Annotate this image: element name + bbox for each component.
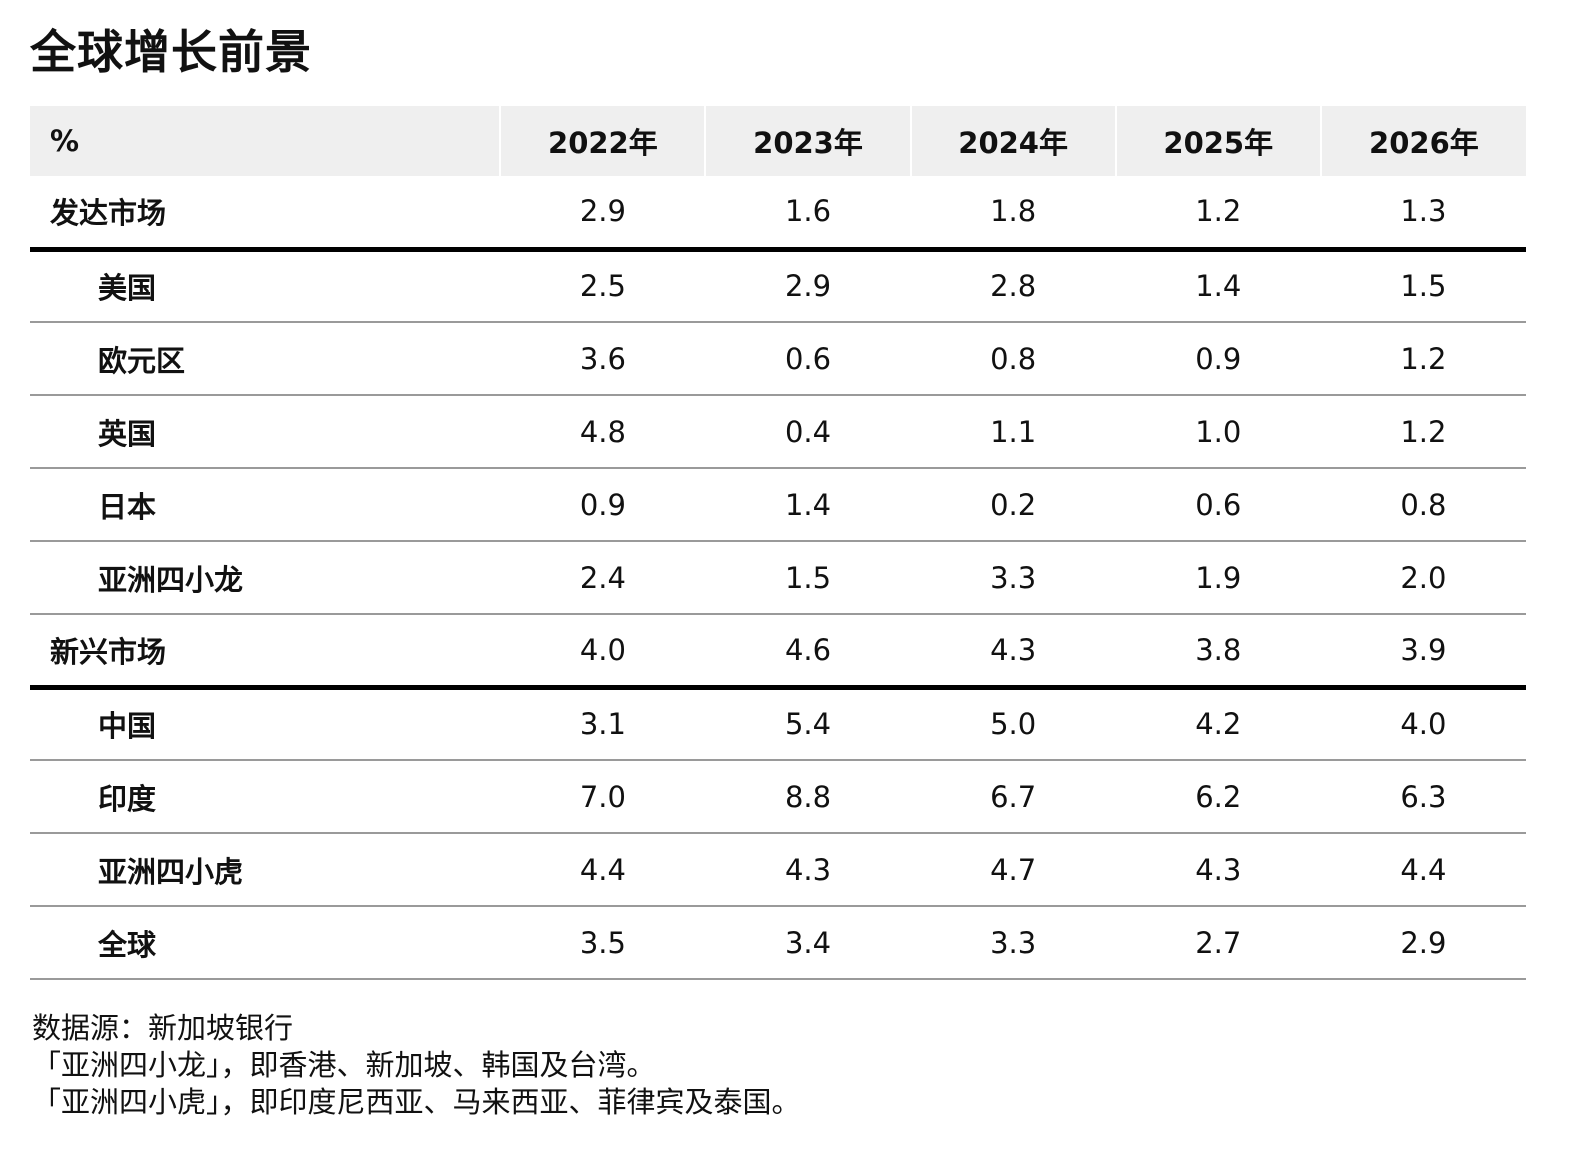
- value-cell: 6.7: [990, 779, 1037, 814]
- table-row: 日本 0.9 1.4 0.2 0.6 0.8: [30, 468, 1526, 541]
- row-label: 印度: [98, 781, 157, 816]
- table-row: 印度 7.0 8.8 6.7 6.2 6.3: [30, 760, 1526, 833]
- table-row: 新兴市场 4.0 4.6 4.3 3.8 3.9: [30, 614, 1526, 687]
- value-cell: 3.3: [990, 925, 1037, 960]
- value-cell: 0.6: [1195, 487, 1242, 522]
- table-row: 全球 3.5 3.4 3.3 2.7 2.9: [30, 906, 1526, 979]
- row-label: 美国: [98, 271, 157, 306]
- value-cell: 3.4: [784, 925, 832, 960]
- table-row: 亚洲四小龙 2.4 1.5 3.3 1.9 2.0: [30, 541, 1526, 614]
- footnote-dragons: 「亚洲四小龙」，即香港、新加坡、韩国及台湾。: [32, 1048, 656, 1082]
- value-cell: 1.5: [1400, 269, 1447, 304]
- value-cell: 4.4: [579, 852, 626, 887]
- value-cell: 0.9: [1195, 341, 1242, 376]
- value-cell: 0.4: [784, 414, 832, 449]
- value-cell: 1.2: [1400, 341, 1447, 376]
- row-label: 全球: [98, 927, 157, 962]
- value-cell: 2.9: [579, 194, 626, 229]
- value-cell: 7.0: [579, 779, 626, 814]
- table-row: 中国 3.1 5.4 5.0 4.2 4.0: [30, 687, 1526, 760]
- value-cell: 1.6: [784, 194, 832, 229]
- value-cell: 2.8: [990, 269, 1037, 304]
- value-cell: 4.3: [784, 852, 832, 887]
- row-label: 新兴市场: [50, 634, 167, 669]
- table-header-row: % 2022年 2023年 2024年 2025年 2026年: [30, 106, 1526, 176]
- value-cell: 5.0: [990, 707, 1037, 742]
- table-row: 亚洲四小虎 4.4 4.3 4.7 4.3 4.4: [30, 833, 1526, 906]
- row-label: 日本: [98, 489, 157, 524]
- year-header: 2025年: [1114, 106, 1321, 176]
- value-cell: 1.2: [1400, 414, 1447, 449]
- row-label: 发达市场: [50, 196, 167, 231]
- row-label: 欧元区: [98, 343, 186, 378]
- value-cell: 1.4: [1195, 269, 1242, 304]
- value-cell: 1.2: [1195, 194, 1242, 229]
- value-cell: 5.4: [784, 707, 832, 742]
- footnote-tigers: 「亚洲四小虎」，即印度尼西亚、马来西亚、菲律宾及泰国。: [32, 1085, 801, 1119]
- value-cell: 2.7: [1195, 925, 1242, 960]
- footnotes: 数据源：新加坡银行 「亚洲四小龙」，即香港、新加坡、韩国及台湾。 「亚洲四小虎」…: [32, 1010, 801, 1121]
- page-title: 全球增长前景: [30, 25, 312, 79]
- value-cell: 6.3: [1400, 779, 1447, 814]
- value-cell: 4.4: [1400, 852, 1447, 887]
- value-cell: 1.3: [1400, 194, 1447, 229]
- value-cell: 4.3: [1195, 852, 1242, 887]
- year-header: 2023年: [704, 106, 911, 176]
- table-body: 发达市场 2.9 1.6 1.8 1.2 1.3 美国 2.5 2.9 2.8 1.4 1.5 欧元区 3…: [30, 176, 1526, 979]
- source-note: 数据源：新加坡银行: [32, 1011, 294, 1045]
- value-cell: 0.6: [784, 341, 832, 376]
- value-cell: 1.5: [784, 560, 832, 595]
- row-label: 中国: [98, 709, 157, 744]
- value-cell: 3.6: [579, 341, 626, 376]
- value-cell: 3.3: [990, 560, 1037, 595]
- value-cell: 1.1: [990, 414, 1037, 449]
- value-cell: 4.0: [579, 632, 626, 667]
- table-row: 美国 2.5 2.9 2.8 1.4 1.5: [30, 249, 1526, 322]
- value-cell: 3.1: [579, 707, 626, 742]
- year-header: 2026年: [1319, 106, 1526, 176]
- year-header: 2024年: [909, 106, 1116, 176]
- value-cell: 3.9: [1400, 632, 1447, 667]
- value-cell: 2.9: [784, 269, 832, 304]
- value-cell: 6.2: [1195, 779, 1242, 814]
- table-row: 欧元区 3.6 0.6 0.8 0.9 1.2: [30, 322, 1526, 395]
- value-cell: 2.9: [1400, 925, 1447, 960]
- row-label: 亚洲四小虎: [98, 854, 244, 889]
- value-cell: 2.5: [579, 269, 626, 304]
- value-cell: 4.8: [579, 414, 626, 449]
- value-cell: 0.8: [1400, 487, 1447, 522]
- value-cell: 3.8: [1195, 632, 1242, 667]
- value-cell: 4.2: [1195, 707, 1242, 742]
- value-cell: 0.2: [990, 487, 1037, 522]
- value-cell: 2.4: [579, 560, 626, 595]
- value-cell: 1.4: [784, 487, 832, 522]
- value-cell: 4.3: [990, 632, 1037, 667]
- value-cell: 0.8: [990, 341, 1037, 376]
- value-cell: 1.8: [990, 194, 1037, 229]
- value-cell: 1.0: [1195, 414, 1242, 449]
- value-cell: 4.7: [990, 852, 1037, 887]
- growth-outlook-table: % 2022年 2023年 2024年 2025年 2026年 发达市场 2.9 1…: [30, 106, 1526, 980]
- value-cell: 2.0: [1400, 560, 1447, 595]
- row-label: 英国: [98, 416, 157, 451]
- value-cell: 4.6: [784, 632, 832, 667]
- row-label: 亚洲四小龙: [98, 562, 244, 597]
- value-cell: 4.0: [1400, 707, 1447, 742]
- year-header: 2022年: [499, 106, 706, 176]
- table-row: 发达市场 2.9 1.6 1.8 1.2 1.3: [30, 176, 1526, 249]
- value-cell: 8.8: [784, 779, 832, 814]
- unit-header: %: [30, 106, 501, 176]
- value-cell: 1.9: [1195, 560, 1242, 595]
- value-cell: 3.5: [579, 925, 626, 960]
- table-row: 英国 4.8 0.4 1.1 1.0 1.2: [30, 395, 1526, 468]
- value-cell: 0.9: [579, 487, 626, 522]
